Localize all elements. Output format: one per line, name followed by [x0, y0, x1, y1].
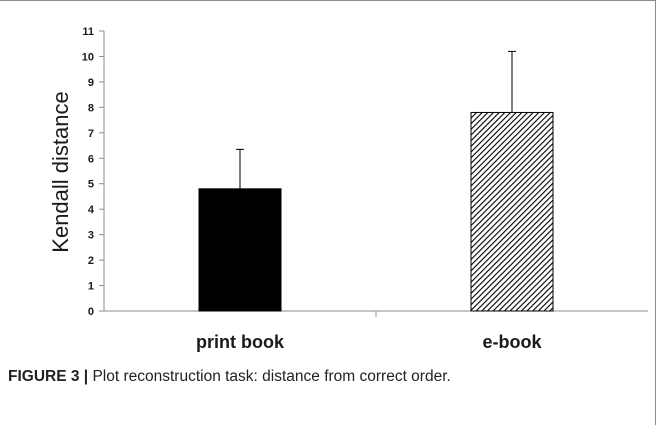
x-tick-labels: print book e-book	[196, 332, 542, 352]
y-tick-label: 2	[88, 255, 94, 267]
y-axis-label: Kendall distance	[48, 91, 73, 252]
y-tick-label: 8	[88, 102, 94, 114]
y-tick-label: 10	[82, 51, 94, 63]
y-tick-label: 4	[88, 204, 95, 216]
y-tick-labels: 0 1 2 3 4 5 6 7 8 9 10 11	[82, 26, 95, 318]
y-tick-label: 3	[88, 230, 94, 242]
caption-text: Plot reconstruction task: distance from …	[88, 368, 451, 385]
figure-caption: FIGURE 3 | Plot reconstruction task: dis…	[8, 368, 451, 386]
figure-label: FIGURE 3 |	[8, 368, 89, 385]
y-tick-label: 0	[88, 306, 94, 318]
bar-e-book	[470, 111, 554, 312]
bars	[198, 111, 554, 312]
y-tick-label: 9	[88, 77, 94, 89]
x-tick-label: e-book	[482, 332, 542, 352]
y-tick-label: 11	[82, 26, 94, 38]
bar-chart: 0 1 2 3 4 5 6 7 8 9 10 11 print book e-book Kendall …	[48, 26, 648, 352]
error-bars	[236, 50, 516, 189]
axes	[99, 30, 648, 317]
y-tick-label: 5	[88, 179, 94, 191]
x-tick-label: print book	[196, 332, 285, 352]
y-tick-label: 7	[88, 128, 94, 140]
y-tick-label: 6	[88, 153, 94, 165]
bar-print-book	[198, 188, 282, 312]
y-tick-label: 1	[88, 281, 94, 293]
